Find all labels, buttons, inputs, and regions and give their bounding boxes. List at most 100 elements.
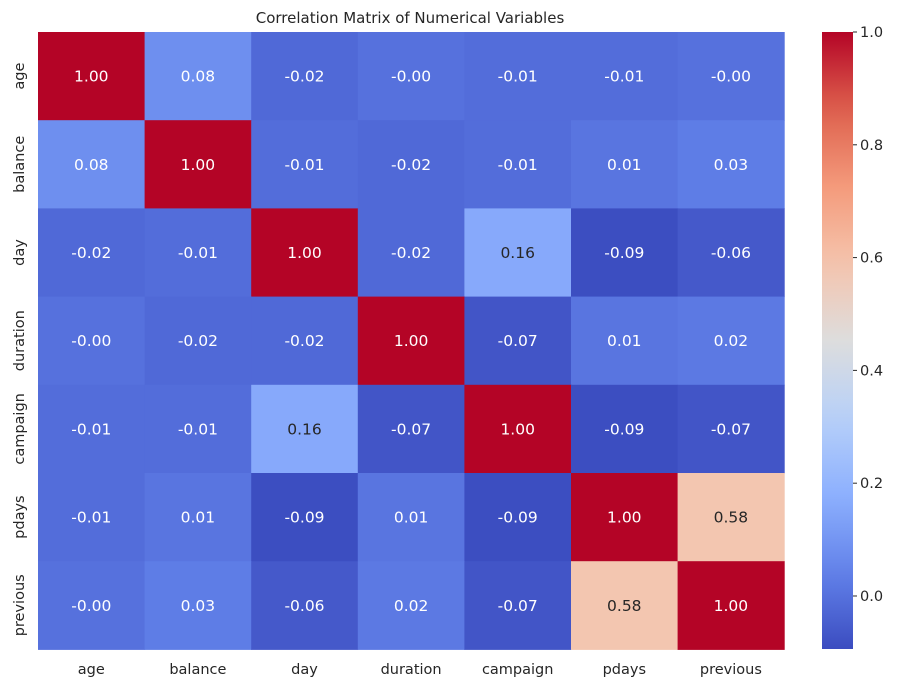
y-tick-label: pdays	[12, 495, 28, 538]
heatmap-cell	[677, 384, 785, 474]
cell-value-label: 0.58	[714, 509, 749, 527]
cell-value-label: -0.07	[498, 597, 538, 615]
cell-value-label: -0.00	[711, 68, 751, 86]
cell-value-label: 0.16	[500, 244, 535, 262]
cell-value-label: -0.01	[604, 68, 644, 86]
heatmap-cell	[38, 561, 146, 650]
cell-value-label: 0.16	[287, 420, 322, 438]
heatmap-cell	[357, 473, 465, 562]
heatmap-cell	[677, 32, 785, 121]
cell-value-label: -0.07	[711, 420, 751, 438]
heatmap-cell	[251, 473, 359, 562]
y-tick-label: duration	[12, 310, 28, 371]
x-axis-tick-labels: age balance day duration campaign pdays previo…	[78, 662, 762, 678]
cell-value-label: 1.00	[74, 68, 109, 86]
cell-value-label: 0.01	[607, 332, 642, 350]
y-tick-label: age	[12, 63, 28, 90]
cell-value-label: 0.08	[74, 156, 109, 174]
y-tick-label: previous	[12, 574, 28, 636]
y-tick-label: balance	[12, 136, 28, 193]
cell-value-label: 1.00	[181, 156, 216, 174]
heatmap-cell	[464, 296, 572, 386]
cell-value-label: 1.00	[287, 244, 322, 262]
cell-value-label: -0.07	[498, 332, 538, 350]
heatmap-cell	[571, 208, 679, 298]
heatmap-cell	[38, 120, 146, 209]
colorbar: 0.0 0.2 0.4 0.6 0.8 1.0	[822, 25, 883, 649]
heatmap-cell	[144, 32, 252, 121]
heatmap-cell	[677, 296, 785, 386]
heatmap-cell	[144, 473, 252, 562]
x-tick-label: campaign	[482, 662, 554, 678]
cell-value-label: -0.01	[498, 68, 538, 86]
heatmap-cell	[144, 120, 252, 209]
cell-value-label: -0.09	[498, 509, 538, 527]
x-tick-label: pdays	[603, 662, 646, 678]
heatmap-cell	[251, 384, 359, 474]
heatmap-cell	[677, 561, 785, 650]
colorbar-tick-label: 0.4	[860, 363, 883, 379]
cell-value-label: -0.00	[71, 597, 111, 615]
cell-value-label: -0.06	[711, 244, 751, 262]
heatmap-cell	[571, 384, 679, 474]
cell-value-label: -0.01	[498, 156, 538, 174]
x-tick-label: day	[291, 662, 318, 678]
colorbar-tick-label: 0.2	[860, 476, 883, 492]
heatmap-cell	[677, 208, 785, 298]
cell-value-label: 0.01	[607, 156, 642, 174]
heatmap-cell	[464, 32, 572, 121]
heatmap-cell	[357, 32, 465, 121]
heatmap-cell	[38, 32, 146, 121]
heatmap-cell	[357, 208, 465, 298]
cell-value-label: -0.02	[391, 156, 431, 174]
cell-value-label: -0.02	[284, 68, 324, 86]
cell-value-label: -0.00	[391, 68, 431, 86]
colorbar-tick-label: 0.8	[860, 138, 883, 154]
cell-value-label: -0.01	[71, 420, 111, 438]
cell-value-label: -0.01	[71, 509, 111, 527]
y-axis-tick-labels: age balance day duration campaign pdays previo…	[12, 63, 28, 637]
heatmap-cells: 1.00 0.08 -0.02 -0.00 -0.01 -0.01 -0.00 0.08 1.0…	[38, 32, 785, 650]
cell-value-label: -0.09	[604, 244, 644, 262]
cell-value-label: -0.07	[391, 420, 431, 438]
cell-value-label: -0.09	[604, 420, 644, 438]
heatmap-cell	[571, 120, 679, 209]
cell-value-label: -0.02	[71, 244, 111, 262]
y-tick-label: day	[12, 239, 28, 266]
heatmap-cell	[357, 120, 465, 209]
cell-value-label: 0.02	[394, 597, 429, 615]
cell-value-label: -0.01	[284, 156, 324, 174]
cell-value-label: 0.01	[181, 509, 216, 527]
heatmap-cell	[571, 473, 679, 562]
cell-value-label: 1.00	[394, 332, 429, 350]
heatmap-cell	[144, 561, 252, 650]
cell-value-label: -0.02	[391, 244, 431, 262]
cell-value-label: -0.01	[178, 420, 218, 438]
heatmap-cell	[464, 208, 572, 298]
heatmap-cell	[357, 296, 465, 386]
colorbar-tick-label: 0.6	[860, 251, 883, 267]
cell-value-label: -0.00	[71, 332, 111, 350]
cell-value-label: -0.02	[284, 332, 324, 350]
heatmap-cell	[357, 561, 465, 650]
cell-value-label: 0.01	[394, 509, 429, 527]
heatmap-cell	[251, 561, 359, 650]
cell-value-label: -0.09	[284, 509, 324, 527]
heatmap-cell	[38, 208, 146, 298]
cell-value-label: -0.02	[178, 332, 218, 350]
cell-value-label: 0.58	[607, 597, 642, 615]
heatmap-cell	[38, 384, 146, 474]
heatmap-cell	[251, 208, 359, 298]
x-tick-label: duration	[381, 662, 442, 678]
heatmap-cell	[464, 384, 572, 474]
cell-value-label: 1.00	[714, 597, 749, 615]
cell-value-label: -0.06	[284, 597, 324, 615]
x-tick-label: balance	[169, 662, 226, 678]
heatmap-cell	[38, 473, 146, 562]
heatmap-cell	[464, 473, 572, 562]
colorbar-tick-label: 0.0	[860, 589, 883, 605]
y-tick-label: campaign	[12, 393, 28, 465]
heatmap-cell	[677, 473, 785, 562]
chart-title: Correlation Matrix of Numerical Variable…	[256, 9, 565, 27]
